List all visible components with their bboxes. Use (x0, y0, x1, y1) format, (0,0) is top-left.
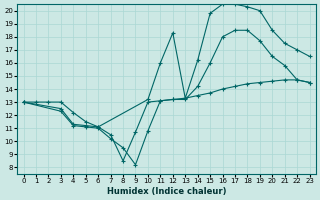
X-axis label: Humidex (Indice chaleur): Humidex (Indice chaleur) (107, 187, 226, 196)
